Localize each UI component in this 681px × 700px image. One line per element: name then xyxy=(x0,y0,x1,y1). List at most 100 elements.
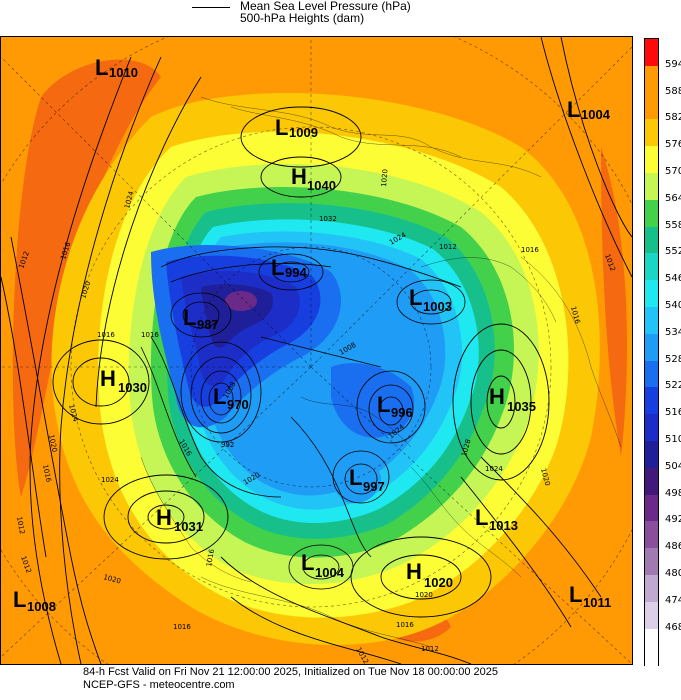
colorbar-swatch xyxy=(645,119,658,147)
svg-text:1009: 1009 xyxy=(289,125,318,140)
svg-text:L: L xyxy=(569,582,582,607)
colorbar-swatch xyxy=(645,628,658,669)
system-marker-low: L 1003 xyxy=(409,285,452,314)
svg-text:1004: 1004 xyxy=(581,107,611,122)
system-marker-high: H 1035 xyxy=(489,384,536,414)
colorbar-swatch xyxy=(645,575,658,603)
colorbar-swatch xyxy=(645,467,658,496)
colorbar-label: 480 xyxy=(665,568,681,579)
colorbar-label: 486 xyxy=(665,541,681,553)
legend-header: Mean Sea Level Pressure (hPa) 500-hPa He… xyxy=(0,0,681,36)
system-marker-low: L 997 xyxy=(349,465,385,494)
svg-text:994: 994 xyxy=(285,265,307,280)
legend-label-mslp: Mean Sea Level Pressure (hPa) xyxy=(240,0,411,13)
svg-text:H: H xyxy=(156,505,172,530)
isobar-label: 1032 xyxy=(319,215,337,223)
isobar-label: 1024 xyxy=(101,476,119,484)
colorbar-swatch xyxy=(645,414,658,442)
isobar-label: 992 xyxy=(221,441,234,449)
colorbar-label: 582 xyxy=(665,112,681,124)
isobar-label: 1016 xyxy=(396,621,414,629)
isobar-label: 1012 xyxy=(421,645,439,653)
isobar-label: 1024 xyxy=(485,465,503,473)
colorbar-swatch xyxy=(645,521,658,549)
svg-text:1040: 1040 xyxy=(307,178,336,193)
footer: 84-h Fcst Valid on Fri Nov 21 12:00:00 2… xyxy=(0,666,681,700)
colorbar-swatch xyxy=(645,387,658,415)
system-marker-low: L 1013 xyxy=(475,505,518,533)
svg-text:1031: 1031 xyxy=(174,519,203,534)
colorbar-label: 516 xyxy=(665,407,681,419)
system-marker-low: L 996 xyxy=(377,392,413,420)
graticule xyxy=(1,37,632,664)
colorbar-swatch xyxy=(645,39,658,67)
system-marker-low: L 970 xyxy=(213,384,249,412)
system-marker-low: L 994 xyxy=(271,255,307,280)
isobar-label: 1020 xyxy=(415,591,433,599)
colorbar-label: 504 xyxy=(665,460,681,472)
colorbar-label: 522 xyxy=(665,380,681,392)
colorbar-swatch xyxy=(645,360,658,388)
colorbar-label: 474 xyxy=(665,594,681,606)
svg-text:L: L xyxy=(275,115,288,140)
svg-text:L: L xyxy=(475,505,488,530)
svg-text:1011: 1011 xyxy=(583,595,611,610)
legend-label-heights: 500-hPa Heights (dam) xyxy=(240,11,365,25)
colorbar-swatch xyxy=(645,92,658,120)
colorbar-label: 510 xyxy=(665,434,681,445)
svg-text:970: 970 xyxy=(227,397,249,412)
svg-text:997: 997 xyxy=(363,479,385,494)
colorbar-label: 594 xyxy=(665,58,681,70)
svg-text:L: L xyxy=(183,305,196,330)
system-marker-low: L 987 xyxy=(183,305,219,332)
colorbar-swatch xyxy=(645,494,658,522)
svg-text:H: H xyxy=(406,559,422,584)
svg-text:987: 987 xyxy=(197,317,219,332)
svg-text:L: L xyxy=(95,55,108,80)
colorbar-swatch xyxy=(645,280,658,308)
colorbar-swatch xyxy=(645,601,658,630)
colorbar-label: 570 xyxy=(665,166,681,177)
colorbar-label: 528 xyxy=(665,353,681,365)
svg-text:L: L xyxy=(409,285,422,310)
system-marker-high: H 1020 xyxy=(406,559,453,590)
colorbar-label: 576 xyxy=(665,139,681,151)
colorbar-label: 558 xyxy=(665,219,681,231)
colorbar-swatch xyxy=(645,333,658,362)
colorbar-swatch xyxy=(645,548,658,576)
isobar-label: 1016 xyxy=(173,623,191,631)
system-marker-high: H 1040 xyxy=(291,164,336,193)
low-contours xyxy=(140,246,466,590)
system-marker-low: L 1008 xyxy=(13,587,56,614)
svg-text:L: L xyxy=(377,392,390,417)
svg-text:1030: 1030 xyxy=(118,380,147,395)
pressure-systems: L 1010 L 1009 H 1040 L 1004 L 994 L 1003 L 987 … xyxy=(13,55,611,614)
forecast-valid-text: 84-h Fcst Valid on Fri Nov 21 12:00:00 2… xyxy=(83,666,499,678)
svg-text:L: L xyxy=(271,255,284,280)
colorbar-swatch xyxy=(645,199,658,228)
colorbar-swatch xyxy=(645,65,658,94)
svg-text:1020: 1020 xyxy=(424,575,453,590)
svg-text:L: L xyxy=(349,465,362,490)
map-canvas: 1024 1012 1016 1020 1024 1016 1020 1012 … xyxy=(1,37,632,664)
system-marker-low: L 1004 xyxy=(301,550,345,580)
svg-text:1004: 1004 xyxy=(315,565,345,580)
svg-text:L: L xyxy=(301,550,314,575)
weather-map: 1024 1012 1016 1020 1024 1016 1020 1012 … xyxy=(0,36,633,665)
isobar-label: 1016 xyxy=(41,464,53,484)
height-field-low-core xyxy=(225,291,257,311)
colorbar-label: 540 xyxy=(665,300,681,311)
colorbar-swatch xyxy=(645,173,658,201)
system-marker-low: L 1010 xyxy=(95,55,138,80)
isobar-label: 1016 xyxy=(141,331,159,339)
colorbar-label: 498 xyxy=(665,487,681,499)
system-marker-high: H 1030 xyxy=(100,366,147,395)
colorbar-label: 552 xyxy=(665,246,681,258)
svg-text:L: L xyxy=(213,384,226,409)
source-credit: NCEP-GFS - meteocentre.com xyxy=(83,679,235,691)
isobar-label: 1020 xyxy=(47,434,59,453)
svg-text:L: L xyxy=(13,587,26,612)
legend-line-sample xyxy=(192,7,230,8)
isobar-label: 1016 xyxy=(97,331,115,339)
svg-text:1035: 1035 xyxy=(507,399,536,414)
